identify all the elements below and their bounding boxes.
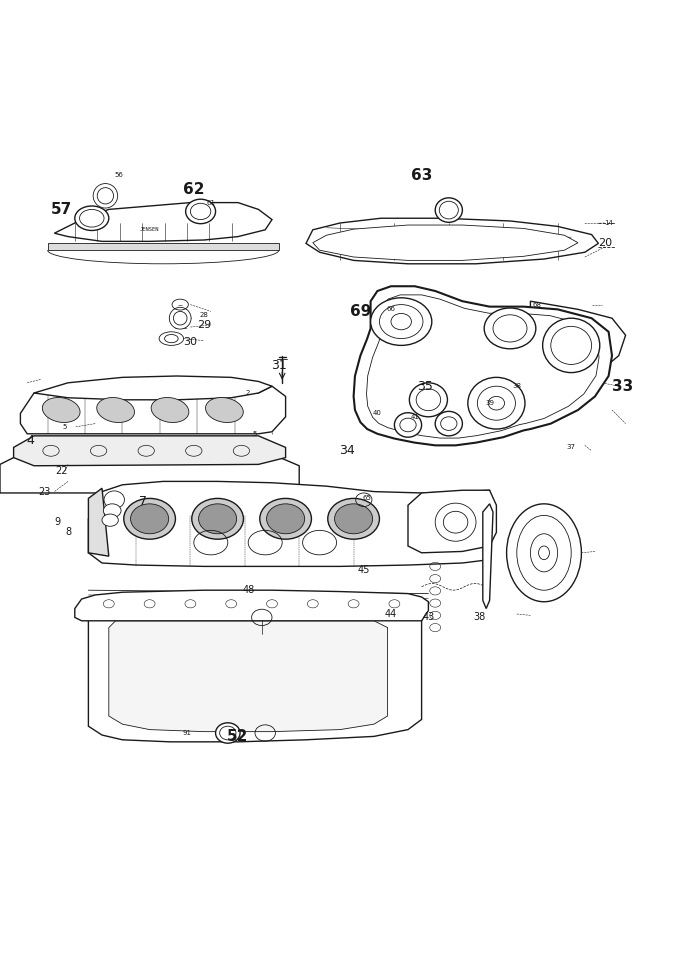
Text: 41: 41 — [410, 414, 420, 420]
Ellipse shape — [260, 498, 311, 539]
Ellipse shape — [192, 498, 243, 539]
Polygon shape — [408, 490, 496, 553]
Ellipse shape — [371, 298, 432, 345]
Text: 37: 37 — [566, 445, 576, 450]
Text: 7: 7 — [139, 495, 147, 509]
Text: 69: 69 — [350, 304, 371, 319]
Polygon shape — [88, 489, 109, 556]
Ellipse shape — [186, 199, 216, 224]
Ellipse shape — [75, 206, 109, 230]
Text: 65: 65 — [362, 495, 372, 501]
Polygon shape — [14, 436, 286, 466]
Polygon shape — [367, 294, 599, 438]
Text: 5: 5 — [253, 431, 257, 437]
Ellipse shape — [507, 504, 581, 601]
Polygon shape — [306, 218, 598, 264]
Text: 34: 34 — [339, 445, 355, 457]
Polygon shape — [75, 590, 428, 620]
Ellipse shape — [216, 723, 240, 743]
Polygon shape — [0, 454, 299, 493]
Ellipse shape — [199, 504, 237, 533]
Ellipse shape — [102, 514, 118, 527]
Text: 68: 68 — [532, 301, 542, 308]
Ellipse shape — [169, 307, 191, 329]
Text: 61: 61 — [206, 200, 216, 206]
Text: 9: 9 — [54, 517, 61, 527]
Text: 43: 43 — [422, 613, 435, 622]
Ellipse shape — [205, 398, 243, 423]
Text: 31: 31 — [271, 359, 287, 372]
Text: 38: 38 — [512, 383, 522, 389]
Ellipse shape — [124, 498, 175, 539]
Text: 30: 30 — [184, 337, 197, 347]
Polygon shape — [88, 482, 490, 566]
Ellipse shape — [131, 504, 169, 533]
Text: 38: 38 — [473, 613, 486, 622]
Text: 2: 2 — [246, 390, 250, 396]
Text: 56: 56 — [114, 172, 124, 179]
Ellipse shape — [409, 382, 447, 417]
Polygon shape — [510, 301, 626, 388]
Text: 28: 28 — [199, 312, 209, 317]
Text: 5: 5 — [63, 424, 67, 430]
Text: JENSEN: JENSEN — [140, 228, 159, 232]
Ellipse shape — [394, 413, 422, 437]
Polygon shape — [54, 203, 272, 241]
Ellipse shape — [335, 504, 373, 533]
Text: 8: 8 — [65, 528, 71, 537]
Text: 39: 39 — [485, 401, 494, 406]
Ellipse shape — [159, 332, 184, 345]
Polygon shape — [483, 504, 493, 609]
Polygon shape — [88, 597, 422, 742]
Ellipse shape — [435, 198, 462, 223]
Ellipse shape — [97, 398, 135, 423]
Ellipse shape — [93, 184, 118, 208]
Ellipse shape — [42, 398, 80, 423]
Text: 4: 4 — [27, 434, 35, 447]
Ellipse shape — [151, 398, 189, 423]
Text: 44: 44 — [385, 609, 397, 619]
Text: 63: 63 — [411, 168, 432, 183]
Ellipse shape — [103, 504, 121, 517]
Polygon shape — [34, 376, 272, 400]
Ellipse shape — [104, 491, 124, 509]
Polygon shape — [20, 386, 286, 434]
Text: 91: 91 — [182, 730, 192, 736]
Ellipse shape — [468, 378, 525, 429]
Text: 29: 29 — [197, 320, 211, 330]
Text: 48: 48 — [242, 585, 254, 596]
Text: 20: 20 — [598, 238, 612, 249]
Ellipse shape — [328, 498, 379, 539]
Text: 45: 45 — [358, 565, 370, 575]
Ellipse shape — [435, 411, 462, 436]
Text: 66: 66 — [386, 306, 396, 313]
Ellipse shape — [543, 318, 600, 373]
Text: 57: 57 — [50, 202, 72, 217]
Polygon shape — [313, 225, 578, 260]
Text: 14: 14 — [604, 220, 613, 226]
Polygon shape — [354, 286, 612, 445]
Polygon shape — [109, 620, 388, 731]
Text: 52: 52 — [227, 728, 249, 744]
Text: 40: 40 — [373, 410, 382, 417]
Ellipse shape — [267, 504, 305, 533]
Polygon shape — [48, 244, 279, 250]
Text: 62: 62 — [183, 182, 205, 197]
Text: 33: 33 — [611, 379, 633, 394]
Text: 23: 23 — [38, 487, 50, 496]
Ellipse shape — [484, 308, 536, 349]
Text: 35: 35 — [417, 380, 433, 393]
Text: 22: 22 — [55, 467, 67, 476]
